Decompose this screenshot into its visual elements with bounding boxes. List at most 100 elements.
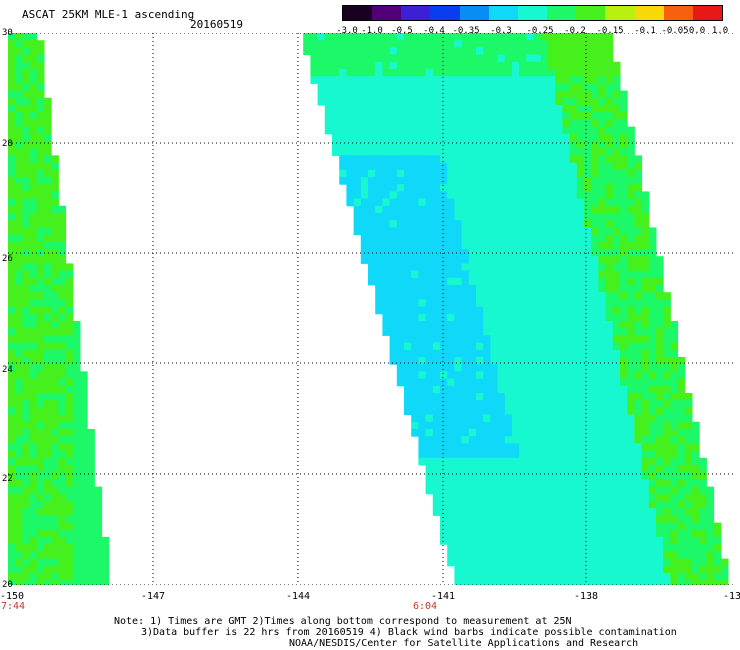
swath-cell (526, 465, 535, 473)
swath-cell (569, 241, 578, 250)
swath-cell (461, 328, 470, 336)
swath-cell (605, 342, 614, 351)
swath-cell (584, 321, 592, 329)
swath-cell (490, 364, 499, 372)
swath-cell (598, 177, 607, 185)
swath-cell (8, 126, 16, 135)
swath-cell (605, 119, 614, 128)
swath-cell (440, 465, 448, 473)
swath-cell (504, 47, 513, 56)
swath-cell (411, 119, 419, 128)
swath-cell (432, 328, 441, 336)
swath-cell (317, 61, 326, 70)
swath-cell (440, 105, 448, 113)
swath-cell (15, 429, 23, 437)
swath-cell (569, 421, 578, 430)
swath-cell (22, 285, 31, 293)
swath-cell (375, 184, 383, 192)
swath-cell (548, 537, 556, 545)
swath-cell (641, 263, 650, 272)
swath-cell (368, 241, 376, 250)
swath-cell (490, 378, 499, 387)
swath-cell (562, 227, 571, 236)
swath-cell (80, 385, 88, 394)
swath-cell (569, 436, 578, 444)
swath-cell (548, 515, 556, 524)
swath-cell (504, 162, 513, 171)
swath-cell (598, 83, 607, 92)
swath-cell (576, 198, 585, 207)
swath-cell (490, 522, 499, 531)
swath-cell (641, 385, 650, 394)
swath-cell (641, 198, 650, 207)
swath-cell (87, 486, 95, 495)
swath-cell (58, 292, 67, 300)
swath-cell (51, 565, 59, 574)
swath-cell (591, 148, 599, 156)
swath-cell (548, 112, 556, 120)
swath-cell (8, 220, 16, 228)
swath-cell (432, 83, 441, 92)
swath-cell (584, 162, 592, 171)
swath-cell (548, 378, 556, 387)
swath-cell (476, 537, 484, 545)
swath-cell (533, 378, 542, 387)
swath-cell (512, 184, 520, 192)
swath-cell (526, 198, 535, 207)
swath-cell (627, 277, 635, 286)
swath-cell (468, 529, 477, 538)
swath-cell (656, 335, 664, 344)
swath-cell (612, 515, 621, 524)
swath-cell (339, 69, 347, 77)
swath-cell (555, 321, 563, 329)
swath-cell (29, 205, 38, 214)
swath-cell (512, 479, 520, 488)
swath-cell (562, 54, 571, 63)
swath-cell (540, 465, 549, 473)
swath-cell (425, 33, 434, 41)
swath-cell (548, 371, 556, 380)
swath-cell (447, 522, 455, 531)
swath-cell (591, 292, 599, 300)
swath-cell (576, 313, 585, 322)
swath-cell (641, 321, 650, 329)
swath-cell (468, 141, 477, 149)
swath-cell (605, 69, 614, 77)
swath-cell (504, 299, 513, 308)
swath-cell (612, 407, 621, 416)
swath-cell (562, 565, 571, 574)
swath-cell (504, 573, 513, 581)
swath-cell (555, 565, 563, 574)
swath-cell (51, 249, 59, 257)
swath-cell (612, 573, 621, 581)
swath-cell (425, 306, 434, 315)
latitude-label: 30 (2, 28, 13, 38)
swath-cell (468, 133, 477, 142)
swath-cell (699, 558, 707, 567)
swath-cell (533, 544, 542, 552)
swath-cell (51, 493, 59, 502)
swath-cell (627, 148, 635, 156)
swath-cell (684, 407, 693, 416)
swath-cell (87, 515, 95, 524)
swath-cell (324, 126, 333, 135)
swath-cell (411, 54, 419, 63)
swath-cell (22, 83, 31, 92)
swath-cell (8, 537, 16, 545)
swath-cell (548, 551, 556, 560)
swath-cell (504, 83, 513, 92)
swath-cell (519, 112, 527, 120)
swath-cell (310, 69, 319, 77)
swath-cell (396, 112, 405, 120)
swath-cell (368, 133, 376, 142)
swath-cell (497, 105, 506, 113)
swath-cell (476, 385, 484, 394)
swath-cell (44, 105, 52, 113)
swath-cell (512, 155, 520, 164)
swath-cell (476, 292, 484, 300)
swath-cell (641, 270, 650, 279)
swath-cell (512, 148, 520, 156)
swath-cell (519, 378, 527, 387)
swath-cell (634, 378, 643, 387)
time-label: 7:44 (0, 601, 26, 612)
